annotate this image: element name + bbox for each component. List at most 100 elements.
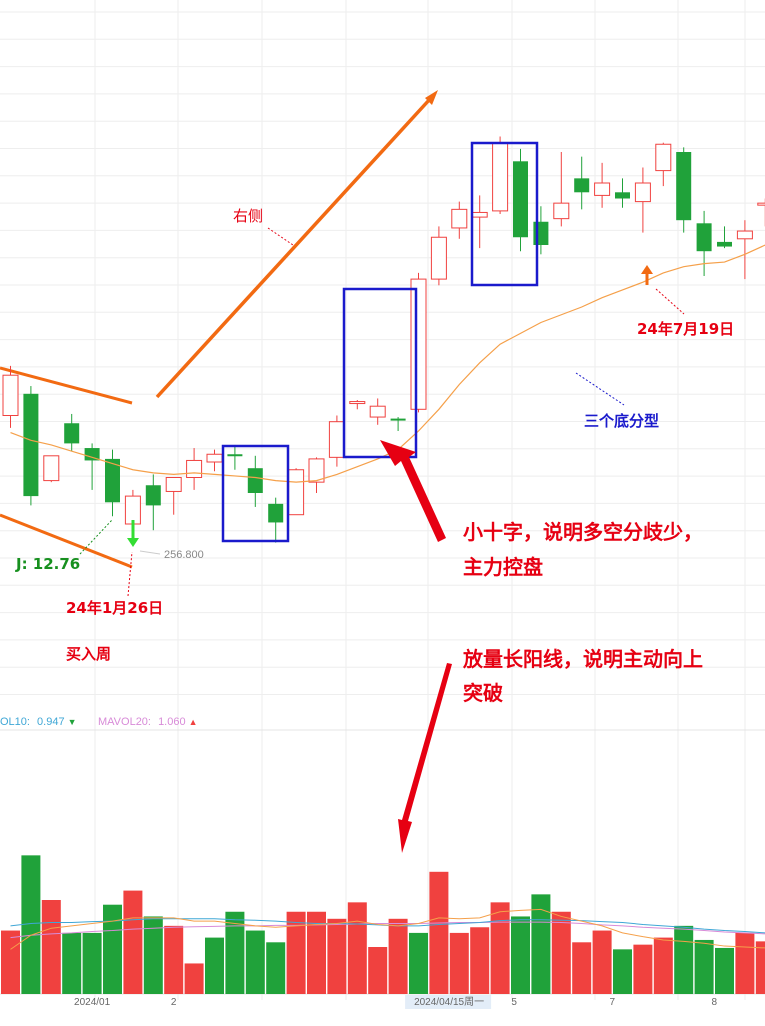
annotation-volume-line1: 放量长阳线，说明主动向上 xyxy=(463,643,703,672)
jul-arrow-head xyxy=(641,265,653,274)
volume-bar xyxy=(735,933,754,994)
volume-bar xyxy=(103,905,122,994)
mavol20-value: 1.060 xyxy=(158,716,186,728)
volume-red-arrow xyxy=(398,663,452,853)
volume-bar xyxy=(470,927,489,994)
mavol20-label: MAVOL20: 1.060 ▲ xyxy=(98,716,198,728)
volume-bar xyxy=(42,900,61,994)
vol10-label: OL10: 0.947 ▼ xyxy=(0,716,77,728)
candle-body-up xyxy=(554,203,569,219)
vol10-prefix: OL10: xyxy=(0,716,30,728)
volume-bar xyxy=(633,945,652,994)
volume-bar xyxy=(756,941,765,994)
leader-buy-date xyxy=(128,552,132,596)
annotation-jul-date: 24年7月19日 xyxy=(637,318,734,339)
volume-bar xyxy=(654,938,673,994)
volume-bar xyxy=(1,931,20,994)
candle-body-up xyxy=(431,237,446,279)
volume-bar xyxy=(674,926,693,994)
candle-body-up xyxy=(166,478,181,492)
candle-body-up xyxy=(656,144,671,170)
candle-body-up xyxy=(758,203,765,205)
volume-bar xyxy=(287,912,306,994)
annotation-buy-week: 买入周 xyxy=(66,643,111,664)
candle-body-up xyxy=(329,422,344,458)
volume-bar xyxy=(572,942,591,994)
candle-body-up xyxy=(207,454,222,462)
volume-bar xyxy=(715,948,734,994)
candle-body-down xyxy=(248,468,263,493)
volume-bar xyxy=(389,919,408,994)
volume-bar xyxy=(164,926,183,994)
volume-bar xyxy=(185,963,204,994)
candle-body-up xyxy=(595,183,610,195)
vol10-trend-down-icon: ▼ xyxy=(68,717,77,727)
volume-bar xyxy=(266,942,285,994)
annotation-doji-line1: 小十字，说明多空分歧少， xyxy=(463,516,703,545)
volume-bar xyxy=(205,938,224,994)
mavol20-trend-up-icon: ▲ xyxy=(189,717,198,727)
volume-bar xyxy=(491,902,510,994)
candle-body-up xyxy=(3,375,18,415)
candle-body-up xyxy=(737,231,752,239)
candle-body-up xyxy=(452,209,467,228)
volume-bar xyxy=(552,912,571,994)
candle-body-up xyxy=(472,212,487,217)
volume-bar xyxy=(429,872,448,994)
candle-body-up xyxy=(350,402,365,404)
candle-body-down xyxy=(268,504,283,523)
trend-up-arrow-line xyxy=(157,99,430,397)
volume-bar xyxy=(511,916,530,994)
box-breakout xyxy=(344,289,416,457)
candle-body-down xyxy=(23,394,38,496)
candle-body-up xyxy=(125,496,140,524)
candle-body-down xyxy=(64,423,79,443)
candle-body-up xyxy=(370,406,385,417)
x-axis: 2024/01 2 2024/04/15周一 5 7 8 xyxy=(74,995,717,1009)
candle-body-up xyxy=(44,456,59,481)
volume-bar xyxy=(450,933,469,994)
annotation-right-side: 右侧 xyxy=(233,205,263,226)
candle-body-up xyxy=(187,460,202,477)
annotation-j-value: J: 12.76 xyxy=(16,555,80,573)
annotation-volume-line2: 突破 xyxy=(463,677,503,706)
candle-body-down xyxy=(717,242,732,247)
x-tick-label: 7 xyxy=(610,997,616,1008)
leader-three-bottom xyxy=(576,373,624,405)
candle-body-up xyxy=(635,183,650,202)
candle-body-up xyxy=(289,470,304,515)
volume-bar xyxy=(123,891,142,994)
volume-bar xyxy=(83,933,102,994)
low-price-label: 256.800 xyxy=(164,549,204,561)
volume-bar xyxy=(409,933,428,994)
x-tick-label: 8 xyxy=(712,997,718,1008)
candle-body-up xyxy=(411,279,426,409)
leader-jul xyxy=(656,289,684,314)
annotation-three-bottom: 三个底分型 xyxy=(584,410,659,431)
x-tick-label: 2024/01 xyxy=(74,997,111,1008)
volume-bar xyxy=(593,931,612,994)
candle-body-down xyxy=(227,454,242,456)
candle-body-down xyxy=(391,419,406,421)
vol10-value: 0.947 xyxy=(37,716,65,728)
candle-body-down xyxy=(146,485,161,505)
trend-upper-left xyxy=(0,368,132,403)
x-tick-label: 5 xyxy=(511,997,517,1008)
buy-arrow-head xyxy=(127,538,139,547)
low-price-leader xyxy=(140,551,160,554)
trend-lines xyxy=(0,90,438,567)
candle-body-down xyxy=(513,161,528,237)
x-tick-label: 2024/04/15周一 xyxy=(414,996,484,1008)
volume-bar xyxy=(368,947,387,994)
candle-body-up xyxy=(493,143,508,211)
annotation-doji-line2: 主力控盘 xyxy=(463,551,543,580)
annotation-buy-date: 24年1月26日 xyxy=(66,597,163,618)
volume-bar xyxy=(246,931,265,994)
doji-red-arrow xyxy=(380,440,446,542)
x-tick-label: 2 xyxy=(171,997,177,1008)
volume-bar xyxy=(348,902,367,994)
volume-bar xyxy=(613,949,632,994)
mavol20-prefix: MAVOL20: xyxy=(98,716,151,728)
